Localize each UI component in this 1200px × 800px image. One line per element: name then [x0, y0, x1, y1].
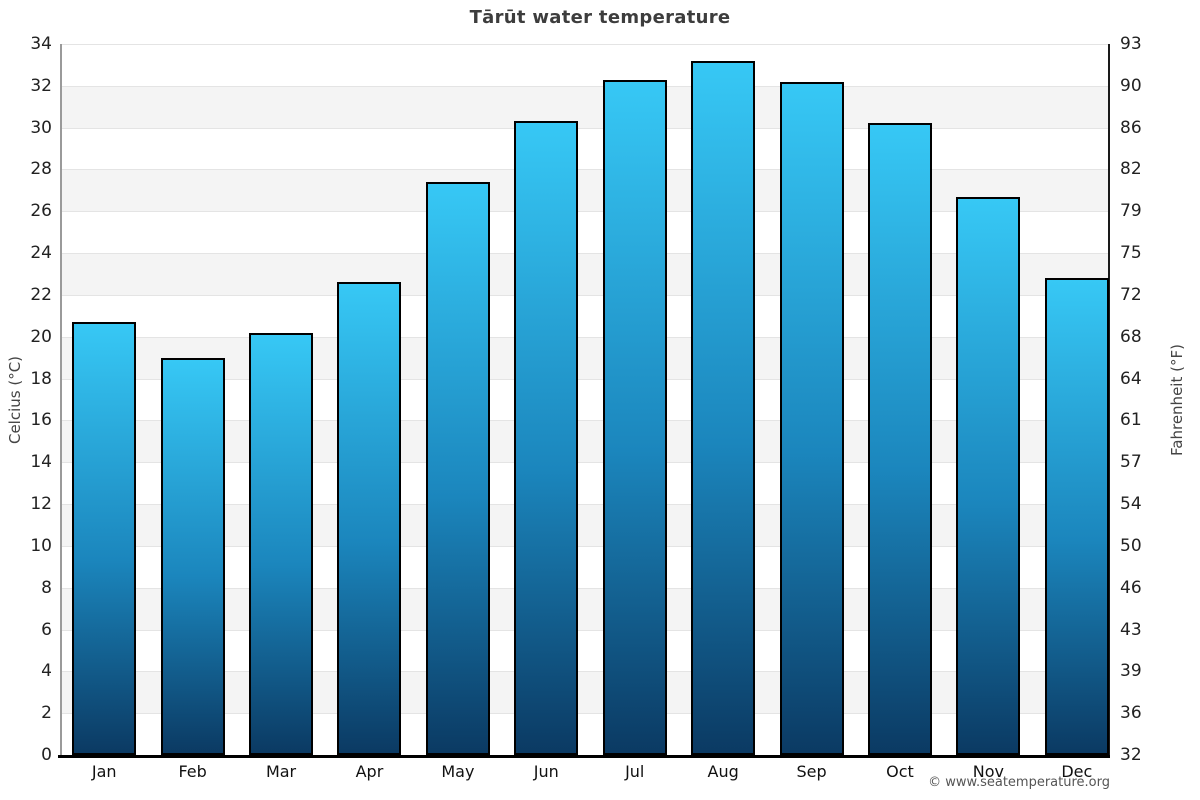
gridline — [62, 671, 1110, 673]
fahrenheit-tick: 36 — [1120, 703, 1142, 724]
celsius-tick: 22 — [30, 284, 52, 305]
month-label: Jun — [533, 762, 559, 781]
gridline — [62, 629, 1110, 631]
fahrenheit-tick: 79 — [1120, 201, 1142, 222]
bar-nov — [956, 196, 1021, 755]
month-label: Aug — [707, 762, 739, 781]
month-label: Sep — [796, 762, 827, 781]
celsius-tick: 0 — [41, 745, 52, 765]
fahrenheit-tick: 50 — [1120, 535, 1142, 556]
bar-jan — [72, 322, 137, 755]
gridline — [62, 545, 1110, 547]
right-axis-title: Fahrenheit (°F) — [1168, 344, 1186, 456]
bar-jun — [514, 121, 579, 755]
fahrenheit-tick: 82 — [1120, 159, 1142, 180]
celsius-tick: 12 — [30, 494, 52, 515]
gridline — [62, 587, 1110, 589]
celsius-tick: 18 — [30, 368, 52, 389]
fahrenheit-tick: 32 — [1120, 745, 1142, 765]
bar-mar — [249, 332, 314, 755]
chart-title: Tārūt water temperature — [469, 7, 731, 28]
left-axis-title: Celcius (°C) — [6, 355, 24, 445]
bar-dec — [1044, 278, 1109, 755]
fahrenheit-tick: 68 — [1120, 326, 1142, 347]
grid-band — [62, 587, 1110, 630]
bar-aug — [691, 60, 756, 755]
celsius-tick: 32 — [30, 75, 52, 96]
celsius-tick: 6 — [41, 619, 52, 640]
gridline — [62, 253, 1110, 255]
fahrenheit-tick: 93 — [1120, 34, 1142, 54]
gridline — [62, 462, 1110, 464]
fahrenheit-tick: 43 — [1120, 619, 1142, 640]
fahrenheit-tick: 64 — [1120, 368, 1142, 389]
fahrenheit-tick: 39 — [1120, 661, 1142, 682]
celsius-tick: 34 — [30, 34, 52, 54]
gridline — [62, 504, 1110, 506]
bar-apr — [337, 282, 402, 755]
grid-band — [62, 420, 1110, 463]
celsius-tick: 16 — [30, 410, 52, 431]
month-label: Feb — [178, 762, 207, 781]
fahrenheit-tick: 46 — [1120, 577, 1142, 598]
bar-may — [425, 182, 490, 755]
gridline — [62, 294, 1110, 296]
plot-area — [62, 44, 1110, 755]
celsius-tick: 20 — [30, 326, 52, 347]
copyright-attribution: © www.seatemperature.org — [928, 775, 1110, 790]
bottom-axis-line — [58, 755, 1110, 758]
gridline — [62, 169, 1110, 171]
month-label: Jul — [625, 762, 645, 781]
month-label: Oct — [886, 762, 914, 781]
grid-band — [62, 336, 1110, 379]
month-label: Apr — [355, 762, 384, 781]
right-axis-line — [1108, 44, 1110, 755]
grid-band — [62, 169, 1110, 212]
gridline — [62, 378, 1110, 380]
celsius-tick: 30 — [30, 117, 52, 138]
gridline — [62, 713, 1110, 715]
month-label: Nov — [972, 762, 1004, 781]
gridline — [62, 127, 1110, 129]
bar-oct — [867, 123, 932, 755]
celsius-tick: 2 — [41, 703, 52, 724]
month-label: Dec — [1061, 762, 1093, 781]
month-label: May — [441, 762, 475, 781]
celsius-tick: 28 — [30, 159, 52, 180]
fahrenheit-tick: 86 — [1120, 117, 1142, 138]
gridline — [62, 44, 1110, 45]
month-label: Jan — [91, 762, 117, 781]
celsius-tick: 10 — [30, 535, 52, 556]
fahrenheit-tick: 57 — [1120, 452, 1142, 473]
fahrenheit-tick: 75 — [1120, 243, 1142, 264]
bar-sep — [779, 81, 844, 755]
gridline — [62, 420, 1110, 422]
grid-band — [62, 85, 1110, 128]
month-label: Mar — [265, 762, 297, 781]
grid-band — [62, 253, 1110, 295]
left-axis-line — [60, 44, 62, 755]
fahrenheit-tick: 72 — [1120, 284, 1142, 305]
celsius-tick: 8 — [41, 577, 52, 598]
celsius-tick: 4 — [41, 661, 52, 682]
fahrenheit-tick: 90 — [1120, 75, 1142, 96]
grid-band — [62, 671, 1110, 714]
gridline — [62, 85, 1110, 87]
gridline — [62, 336, 1110, 338]
celsius-tick: 26 — [30, 201, 52, 222]
grid-band — [62, 504, 1110, 546]
bar-jul — [602, 79, 667, 755]
celsius-tick: 14 — [30, 452, 52, 473]
celsius-tick: 24 — [30, 243, 52, 264]
gridline — [62, 211, 1110, 213]
fahrenheit-tick: 54 — [1120, 494, 1142, 515]
fahrenheit-tick: 61 — [1120, 410, 1142, 431]
bar-feb — [160, 357, 225, 755]
